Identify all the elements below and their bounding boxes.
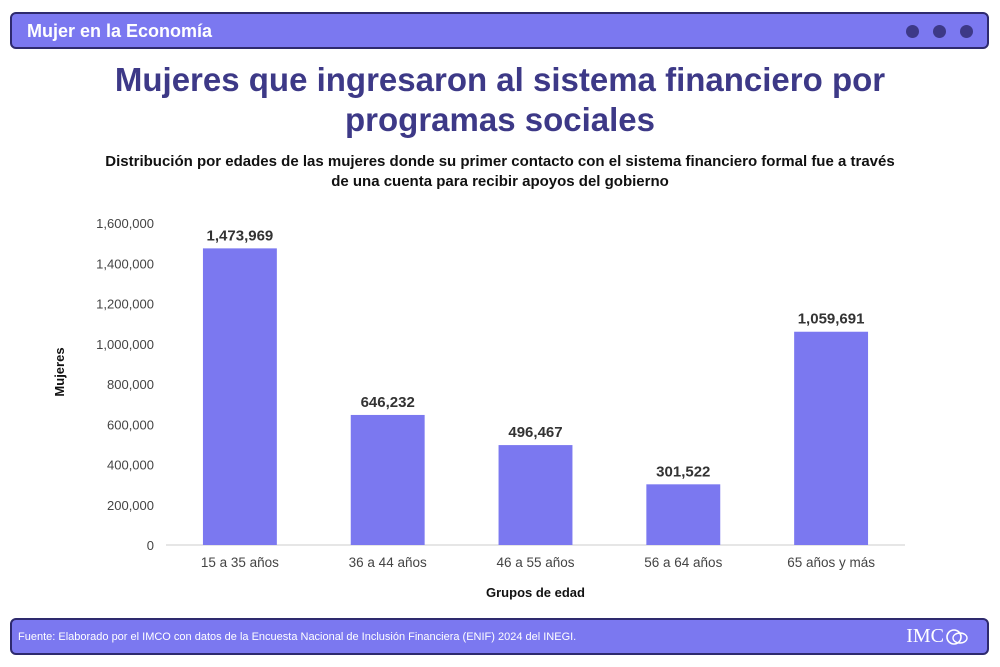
y-tick-label: 1,000,000 bbox=[96, 337, 154, 352]
window-dots bbox=[906, 25, 973, 38]
header-bar: Mujer en la Economía bbox=[10, 12, 989, 49]
y-tick-label: 1,200,000 bbox=[96, 297, 154, 312]
bar-chart: 0 200,000 400,000 600,000 800,000 1,000,000 1,… bbox=[52, 216, 905, 600]
x-tick-label: 15 a 35 años bbox=[201, 555, 279, 570]
y-tick-label: 0 bbox=[147, 538, 154, 553]
y-tick-label: 400,000 bbox=[107, 458, 154, 473]
x-tick-label: 36 a 44 años bbox=[349, 555, 427, 570]
bar-value-label: 646,232 bbox=[361, 394, 415, 411]
y-tick-label: 200,000 bbox=[107, 498, 154, 513]
bar-value-label: 301,522 bbox=[656, 463, 710, 480]
chart-subtitle: Distribución por edades de las mujeres d… bbox=[105, 153, 895, 190]
imco-logo: IMC bbox=[906, 625, 969, 648]
x-axis-labels: 15 a 35 años 36 a 44 años 46 a 55 años 56 a… bbox=[201, 555, 875, 570]
data-labels: 1,473,969 646,232 496,467 301,522 1,059,691 bbox=[207, 227, 865, 480]
logo-swirl-icon bbox=[946, 628, 968, 645]
bar-value-label: 1,059,691 bbox=[798, 311, 865, 328]
bar bbox=[646, 484, 721, 545]
dot-icon bbox=[960, 25, 973, 38]
bar bbox=[202, 248, 277, 545]
dot-icon bbox=[906, 25, 919, 38]
x-tick-label: 56 a 64 años bbox=[644, 555, 722, 570]
footer-bar: Fuente: Elaborado por el IMCO con datos … bbox=[10, 618, 989, 655]
logo-text: IMC bbox=[906, 625, 944, 647]
y-tick-label: 800,000 bbox=[107, 377, 154, 392]
y-axis-title: Mujeres bbox=[52, 347, 67, 396]
bar bbox=[350, 414, 425, 545]
y-axis-ticks: 0 200,000 400,000 600,000 800,000 1,000,000 1,… bbox=[96, 216, 154, 553]
x-axis-title: Grupos de edad bbox=[486, 585, 585, 600]
bar bbox=[498, 445, 573, 545]
bar bbox=[794, 331, 869, 545]
bar-value-label: 1,473,969 bbox=[207, 227, 274, 244]
x-tick-label: 65 años y más bbox=[787, 555, 875, 570]
bar-value-label: 496,467 bbox=[508, 424, 562, 441]
source-note: Fuente: Elaborado por el IMCO con datos … bbox=[18, 631, 577, 643]
dot-icon bbox=[933, 25, 946, 38]
x-tick-label: 46 a 55 años bbox=[496, 555, 574, 570]
header-title: Mujer en la Economía bbox=[27, 21, 213, 41]
y-tick-label: 1,600,000 bbox=[96, 216, 154, 231]
y-tick-label: 1,400,000 bbox=[96, 256, 154, 271]
chart-main-title: Mujeres que ingresaron al sistema financ… bbox=[114, 61, 886, 138]
y-tick-label: 600,000 bbox=[107, 417, 154, 432]
bars bbox=[202, 248, 869, 545]
